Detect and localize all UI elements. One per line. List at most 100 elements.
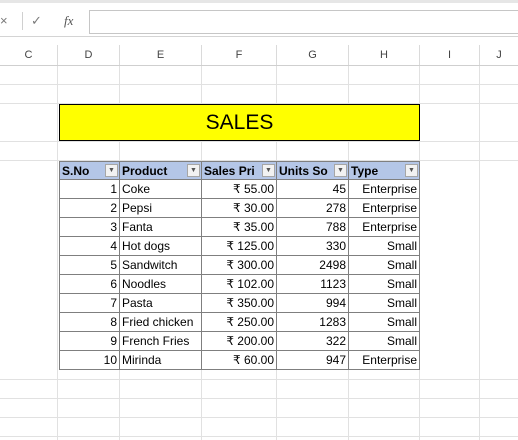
- insert-function-icon[interactable]: fx: [64, 13, 74, 28]
- filter-dropdown-icon[interactable]: ▼: [105, 164, 118, 177]
- grid-line: [0, 379, 518, 380]
- ribbon-edge: [0, 0, 518, 3]
- cell-type[interactable]: Enterprise: [349, 218, 420, 237]
- cell-units-sold[interactable]: 330: [277, 237, 349, 256]
- column-header-e[interactable]: E: [120, 45, 202, 65]
- table-row: 10 Mirinda ₹ 60.00 947 Enterprise: [59, 351, 420, 370]
- cell-units-sold[interactable]: 322: [277, 332, 349, 351]
- header-sales-price[interactable]: Sales Pri ▼: [202, 161, 277, 180]
- cell-type[interactable]: Small: [349, 275, 420, 294]
- cell-sno[interactable]: 2: [59, 199, 120, 218]
- cell-product[interactable]: Hot dogs: [120, 237, 202, 256]
- column-header-f[interactable]: F: [202, 45, 277, 65]
- cell-product[interactable]: Pasta: [120, 294, 202, 313]
- grid-line: [0, 417, 518, 418]
- cell-sno[interactable]: 3: [59, 218, 120, 237]
- cell-sales-price[interactable]: ₹ 35.00: [202, 218, 277, 237]
- cancel-icon[interactable]: ×: [0, 13, 8, 28]
- cell-units-sold[interactable]: 278: [277, 199, 349, 218]
- grid-line: [57, 66, 58, 440]
- grid-line: [0, 141, 518, 142]
- cell-type[interactable]: Small: [349, 256, 420, 275]
- header-label: Product: [122, 164, 168, 178]
- header-label: S.No: [62, 164, 90, 178]
- header-units-sold[interactable]: Units So ▼: [277, 161, 349, 180]
- table-row: 9 French Fries ₹ 200.00 322 Small: [59, 332, 420, 351]
- cell-sales-price[interactable]: ₹ 60.00: [202, 351, 277, 370]
- table-row: 7 Pasta ₹ 350.00 994 Small: [59, 294, 420, 313]
- column-header-i[interactable]: I: [420, 45, 480, 65]
- cell-units-sold[interactable]: 947: [277, 351, 349, 370]
- cell-sales-price[interactable]: ₹ 250.00: [202, 313, 277, 332]
- cell-product[interactable]: Sandwitch: [120, 256, 202, 275]
- cell-sno[interactable]: 5: [59, 256, 120, 275]
- cell-sno[interactable]: 7: [59, 294, 120, 313]
- cell-sales-price[interactable]: ₹ 55.00: [202, 180, 277, 199]
- cell-type[interactable]: Small: [349, 332, 420, 351]
- table-row: 4 Hot dogs ₹ 125.00 330 Small: [59, 237, 420, 256]
- column-header-j[interactable]: J: [496, 49, 502, 61]
- formula-bar: × ✓ fx: [0, 0, 518, 37]
- cell-sno[interactable]: 6: [59, 275, 120, 294]
- cell-product[interactable]: Noodles: [120, 275, 202, 294]
- enter-check-icon[interactable]: ✓: [31, 13, 42, 28]
- cell-sno[interactable]: 10: [59, 351, 120, 370]
- filter-dropdown-icon[interactable]: ▼: [334, 164, 347, 177]
- grid-line: [0, 160, 518, 161]
- formula-input[interactable]: [89, 10, 518, 34]
- cell-sales-price[interactable]: ₹ 102.00: [202, 275, 277, 294]
- table-row: 8 Fried chicken ₹ 250.00 1283 Small: [59, 313, 420, 332]
- cell-sales-price[interactable]: ₹ 125.00: [202, 237, 277, 256]
- cell-sales-price[interactable]: ₹ 300.00: [202, 256, 277, 275]
- grid-line: [0, 84, 518, 85]
- cell-product[interactable]: Fried chicken: [120, 313, 202, 332]
- table-row: 3 Fanta ₹ 35.00 788 Enterprise: [59, 218, 420, 237]
- cell-units-sold[interactable]: 994: [277, 294, 349, 313]
- cell-type[interactable]: Small: [349, 237, 420, 256]
- filter-dropdown-icon[interactable]: ▼: [187, 164, 200, 177]
- cell-type[interactable]: Small: [349, 313, 420, 332]
- cell-product[interactable]: Pepsi: [120, 199, 202, 218]
- grid-line: [0, 436, 518, 437]
- cell-units-sold[interactable]: 1283: [277, 313, 349, 332]
- grid-line: [479, 66, 480, 440]
- cell-type[interactable]: Enterprise: [349, 199, 420, 218]
- table-header-row: S.No ▼ Product ▼ Sales Pri ▼ Units So ▼ Type…: [59, 161, 420, 180]
- cell-sno[interactable]: 8: [59, 313, 120, 332]
- cell-sno[interactable]: 4: [59, 237, 120, 256]
- table-row: 2 Pepsi ₹ 30.00 278 Enterprise: [59, 199, 420, 218]
- header-sno[interactable]: S.No ▼: [59, 161, 120, 180]
- grid-line: [0, 103, 518, 104]
- header-product[interactable]: Product ▼: [120, 161, 202, 180]
- cell-type[interactable]: Enterprise: [349, 351, 420, 370]
- column-header-g[interactable]: G: [277, 45, 349, 65]
- cell-sno[interactable]: 1: [59, 180, 120, 199]
- grid-line: [0, 398, 518, 399]
- cell-type[interactable]: Enterprise: [349, 180, 420, 199]
- column-headers: C D E F G H I J: [0, 45, 518, 66]
- column-header-h[interactable]: H: [349, 45, 420, 65]
- header-type[interactable]: Type ▼: [349, 161, 420, 180]
- filter-dropdown-icon[interactable]: ▼: [262, 164, 275, 177]
- cell-type[interactable]: Small: [349, 294, 420, 313]
- header-label: Sales Pri: [204, 164, 255, 178]
- sales-title-cell[interactable]: SALES: [59, 104, 420, 141]
- column-header-c[interactable]: C: [0, 45, 58, 65]
- cell-sales-price[interactable]: ₹ 30.00: [202, 199, 277, 218]
- cell-sno[interactable]: 9: [59, 332, 120, 351]
- table-row: 1 Coke ₹ 55.00 45 Enterprise: [59, 180, 420, 199]
- cell-units-sold[interactable]: 2498: [277, 256, 349, 275]
- formula-divider: [22, 12, 23, 30]
- cell-sales-price[interactable]: ₹ 350.00: [202, 294, 277, 313]
- cell-units-sold[interactable]: 45: [277, 180, 349, 199]
- cell-units-sold[interactable]: 788: [277, 218, 349, 237]
- cell-product[interactable]: Coke: [120, 180, 202, 199]
- table-row: 5 Sandwitch ₹ 300.00 2498 Small: [59, 256, 420, 275]
- cell-product[interactable]: Mirinda: [120, 351, 202, 370]
- cell-sales-price[interactable]: ₹ 200.00: [202, 332, 277, 351]
- cell-product[interactable]: French Fries: [120, 332, 202, 351]
- filter-dropdown-icon[interactable]: ▼: [405, 164, 418, 177]
- column-header-d[interactable]: D: [58, 45, 120, 65]
- cell-units-sold[interactable]: 1123: [277, 275, 349, 294]
- cell-product[interactable]: Fanta: [120, 218, 202, 237]
